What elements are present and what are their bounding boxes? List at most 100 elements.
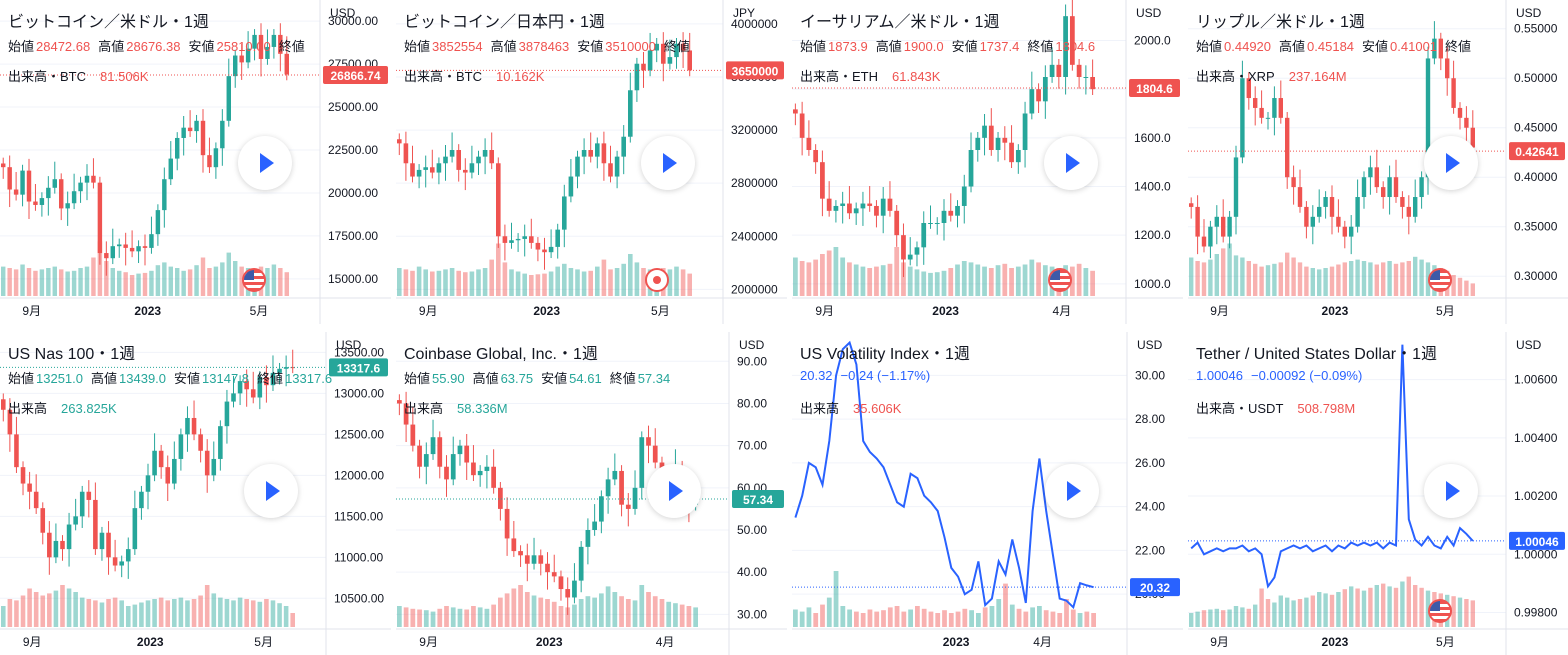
- y-tick-label: 13000.00: [334, 386, 384, 400]
- volume-bar: [915, 606, 920, 627]
- volume-bar: [194, 265, 199, 296]
- candle-body: [1208, 226, 1213, 247]
- volume-bar: [1246, 608, 1251, 627]
- y-tick-label: 1.00200: [1514, 489, 1558, 503]
- volume-bar: [26, 268, 32, 296]
- candle-body: [948, 210, 954, 216]
- y-tick-label: 0.30000: [1514, 269, 1558, 283]
- candle-body: [1285, 117, 1290, 178]
- candle-body: [7, 167, 12, 190]
- volume-bar: [1374, 585, 1379, 627]
- play-icon[interactable]: [1045, 464, 1099, 518]
- ohlc-low-label: 安値: [541, 371, 568, 386]
- volume-bar: [1189, 257, 1194, 296]
- volume-bar: [265, 268, 270, 296]
- candle-body: [853, 208, 859, 214]
- volume-bar: [430, 611, 436, 627]
- play-icon[interactable]: [1424, 136, 1478, 190]
- volume-bar: [1355, 588, 1360, 627]
- volume-bar: [509, 269, 514, 296]
- ohlc-line: 1.00046 −0.00092 (−0.09%): [1196, 368, 1370, 383]
- candle-body: [211, 458, 217, 476]
- volume-bar: [1057, 613, 1063, 627]
- volume-bar: [119, 600, 124, 627]
- candle-body: [71, 191, 77, 204]
- volume-bar: [423, 269, 428, 296]
- volume-bar: [901, 611, 907, 627]
- volume-bar: [233, 261, 238, 296]
- volume-bar: [562, 263, 567, 296]
- candle-body: [155, 210, 161, 235]
- candle-body: [1451, 78, 1456, 108]
- volume-bar: [995, 265, 1001, 296]
- volume-bar: [1259, 588, 1264, 627]
- volume-bar: [578, 599, 584, 627]
- us-flag-icon: [1048, 268, 1072, 292]
- candle-body: [840, 203, 846, 206]
- candle-body: [86, 491, 92, 500]
- volume-bar: [498, 597, 503, 627]
- play-icon[interactable]: [1424, 464, 1478, 518]
- candle-body: [397, 139, 402, 144]
- volume-bar: [40, 595, 46, 627]
- volume-bar: [1214, 608, 1219, 627]
- ohlc-open-label: 始値: [800, 39, 827, 54]
- volume-bar: [1381, 262, 1386, 296]
- volume-bar: [833, 571, 839, 627]
- volume-value: 237.164M: [1288, 69, 1347, 84]
- candle-body: [194, 120, 199, 132]
- play-icon[interactable]: [238, 136, 292, 190]
- volume-bar: [666, 601, 672, 627]
- volume-bar: [1349, 586, 1354, 627]
- candle-body: [531, 555, 537, 564]
- play-icon[interactable]: [1044, 136, 1098, 190]
- play-icon[interactable]: [244, 464, 298, 518]
- volume-bar: [551, 601, 557, 627]
- currency-label: JPY: [733, 6, 755, 20]
- candle-body: [198, 434, 203, 451]
- ohlc-high-value: 13439.0: [119, 371, 167, 386]
- last-price-badge: [329, 358, 388, 377]
- y-tick-label: 4000000: [731, 17, 778, 31]
- candle-body: [1042, 77, 1048, 102]
- x-tick-label: 9月: [815, 304, 834, 318]
- volume-bar: [450, 607, 456, 627]
- volume-bar: [1272, 602, 1277, 627]
- volume-bar: [86, 599, 92, 627]
- ohlc-open-label: 始値: [1196, 39, 1223, 54]
- x-tick-label: 4月: [656, 635, 675, 649]
- volume-value: 263.825K: [61, 401, 117, 416]
- volume-bar: [659, 599, 665, 627]
- candle-body: [449, 150, 455, 157]
- volume-bar: [207, 268, 212, 296]
- play-icon[interactable]: [641, 136, 695, 190]
- volume-bar: [47, 593, 52, 627]
- candle-body: [476, 156, 481, 164]
- candle-body: [833, 205, 839, 211]
- volume-bar: [53, 590, 59, 627]
- play-icon[interactable]: [647, 464, 701, 518]
- candle-body: [581, 150, 587, 157]
- volume-bar: [982, 266, 987, 296]
- volume-bar: [1323, 268, 1328, 296]
- candle-body: [1413, 197, 1418, 217]
- candle-body: [277, 368, 282, 373]
- candle-body: [988, 125, 994, 150]
- currency-label: USD: [336, 338, 362, 352]
- volume-bar: [1070, 609, 1076, 627]
- candle-body: [450, 454, 456, 480]
- candle-body: [66, 524, 72, 550]
- ohlc-open-label: 始値: [8, 371, 35, 386]
- candle-body: [7, 409, 13, 435]
- candle-body: [416, 169, 422, 177]
- ohlc-low-value: 1737.4: [979, 39, 1020, 54]
- volume-bar: [921, 271, 927, 296]
- volume-value: 10.162K: [496, 69, 545, 84]
- volume-bar: [1003, 583, 1008, 627]
- volume-bar: [901, 262, 906, 296]
- volume-bar: [1084, 611, 1090, 627]
- volume-bar: [619, 596, 624, 627]
- candle-body: [436, 163, 442, 173]
- volume-bar: [158, 597, 164, 627]
- volume-bar: [1201, 610, 1207, 627]
